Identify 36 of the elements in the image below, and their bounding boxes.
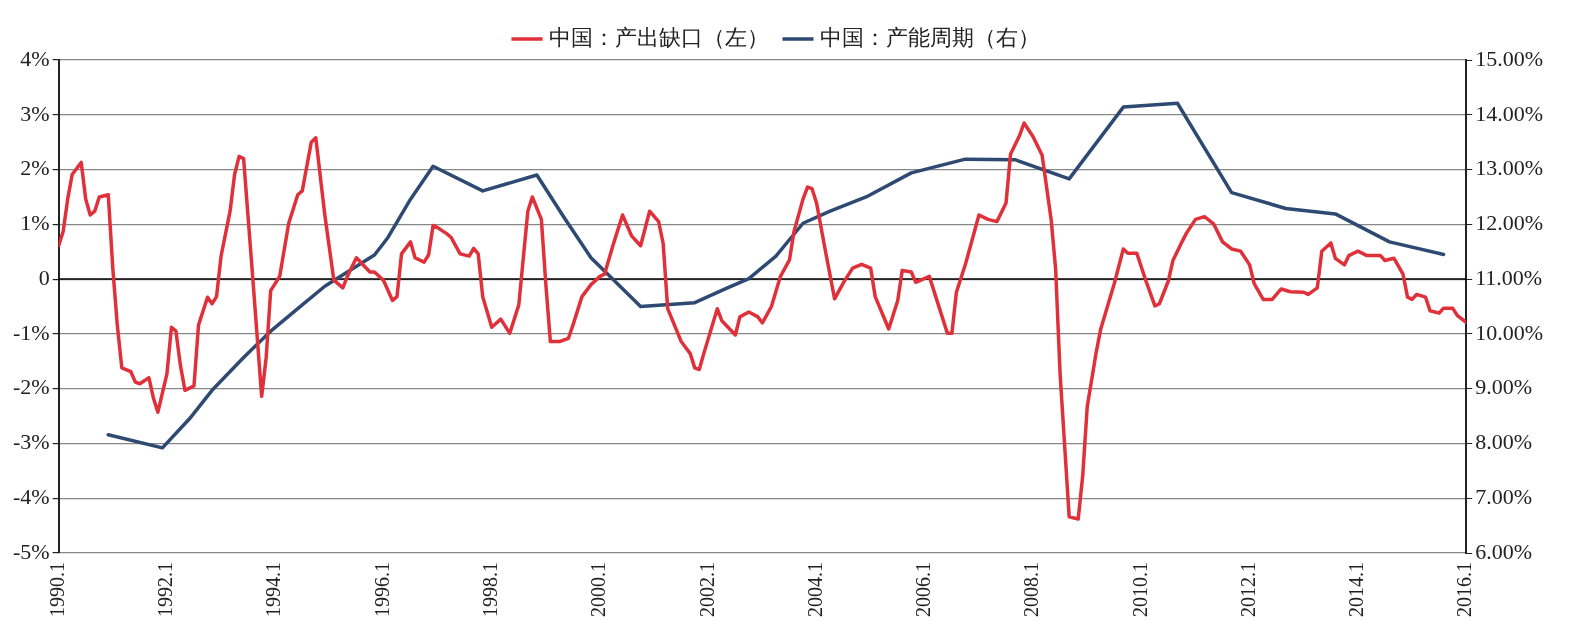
y-tick-label: 2% — [20, 155, 50, 181]
y-tick-label: 3% — [20, 100, 50, 126]
x-tick-label: 2012.1 — [1236, 562, 1259, 617]
y-tick-label: -3% — [13, 429, 50, 455]
y2-tick-label: 13.00% — [1475, 155, 1543, 181]
y-tick-label: 0 — [38, 264, 50, 290]
x-tick-label: 2016.1 — [1453, 562, 1476, 617]
y-tick-label: 1% — [20, 210, 50, 236]
x-tick-label: 1992.1 — [154, 562, 177, 617]
x-tick-label: 2010.1 — [1128, 562, 1151, 617]
y-tick-label: -2% — [13, 374, 50, 400]
legend-label: 中国：产出缺口（左） — [549, 24, 769, 50]
y2-tick-label: 6.00% — [1475, 538, 1532, 564]
x-tick-label: 2002.1 — [695, 562, 718, 617]
y2-tick-label: 8.00% — [1475, 429, 1532, 455]
y2-tick-label: 14.00% — [1475, 100, 1543, 126]
x-tick-label: 1998.1 — [478, 562, 501, 617]
y2-tick-label: 12.00% — [1475, 210, 1543, 236]
y2-tick-label: 15.00% — [1475, 45, 1543, 71]
x-tick-label: 2006.1 — [912, 562, 935, 617]
y-tick-label: 4% — [20, 45, 50, 71]
x-tick-label: 1990.1 — [45, 562, 68, 617]
x-tick-label: 2014.1 — [1345, 562, 1368, 617]
y2-tick-label: 7.00% — [1475, 484, 1532, 509]
y2-tick-label: 11.00% — [1475, 264, 1543, 290]
y-tick-label: -5% — [13, 538, 50, 564]
x-tick-label: 1994.1 — [262, 562, 285, 617]
y2-tick-label: 9.00% — [1475, 374, 1532, 400]
legend-label: 中国：产能周期（右） — [820, 24, 1040, 50]
x-tick-label: 2004.1 — [803, 562, 826, 617]
x-tick-label: 1996.1 — [370, 562, 393, 617]
x-tick-label: 2000.1 — [587, 562, 610, 617]
y2-tick-label: 10.00% — [1475, 319, 1543, 345]
y-tick-label: -1% — [13, 319, 50, 345]
x-tick-label: 2008.1 — [1020, 562, 1043, 617]
y-tick-label: -4% — [13, 484, 50, 509]
